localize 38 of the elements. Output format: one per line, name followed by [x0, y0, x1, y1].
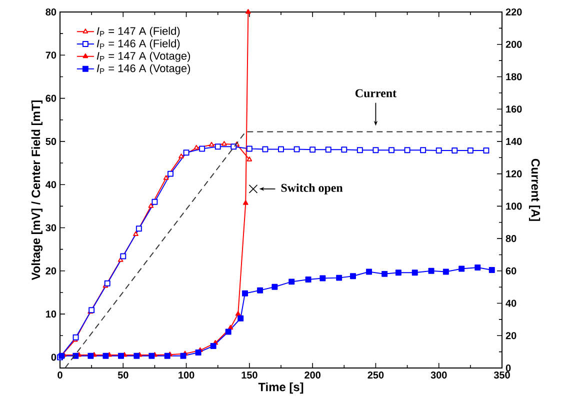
legend-label: I$_{P}$ = 147 A (Field)	[96, 26, 180, 38]
x-tick-label: 150	[242, 372, 258, 379]
y-tick-label: 50	[46, 138, 56, 145]
y2-tick-label: 220	[506, 8, 522, 16]
y2-tick-label: 40	[506, 300, 516, 307]
y2-tick-label: 120	[506, 170, 522, 178]
y2-tick-label: 140	[506, 138, 522, 145]
y2-tick-label: 20	[506, 332, 516, 340]
x-tick-label: 100	[178, 372, 194, 379]
legend-label: I$_{P}$ = 146 A (Field)	[96, 39, 180, 50]
annotation: Current	[355, 89, 396, 98]
annotation: Switch open	[281, 183, 343, 194]
x-tick-label: 50	[118, 372, 128, 379]
legend-label: I$_{P}$ = 147 A (Votage)	[96, 52, 190, 62]
y-tick-label: 20	[46, 267, 56, 274]
x-axis-title: Time [s]	[258, 382, 304, 394]
x-tick-label: 300	[430, 372, 447, 379]
y2-tick-label: 0	[506, 364, 511, 372]
y-tick-label: 70	[46, 52, 56, 59]
y2-tick-label: 180	[506, 73, 522, 80]
y2-tick-label: 60	[506, 267, 516, 274]
y-tick-label: 60	[46, 94, 56, 102]
y-tick-label: 80	[46, 8, 56, 16]
x-tick-label: 200	[304, 372, 320, 379]
legend-label: I$_{P}$ = 146 A (Votage)	[96, 64, 190, 74]
y2-tick-label: 80	[506, 235, 516, 242]
y-tick-label: 10	[46, 310, 56, 318]
y-tick-label: 0	[51, 354, 56, 361]
x-tick-label: 350	[494, 372, 510, 379]
y-tick-label: 30	[46, 224, 56, 232]
y2-axis-title: Current [A]	[528, 158, 540, 221]
y2-tick-label: 160	[506, 106, 522, 113]
y2-tick-label: 100	[506, 202, 522, 210]
y-axis-title: Voltage [mV] / Center Field [mT]	[31, 100, 43, 280]
y2-tick-label: 200	[506, 40, 522, 48]
x-tick-label: 250	[368, 372, 384, 379]
x-tick-label: 0	[58, 372, 62, 379]
y-tick-label: 40	[46, 181, 56, 188]
